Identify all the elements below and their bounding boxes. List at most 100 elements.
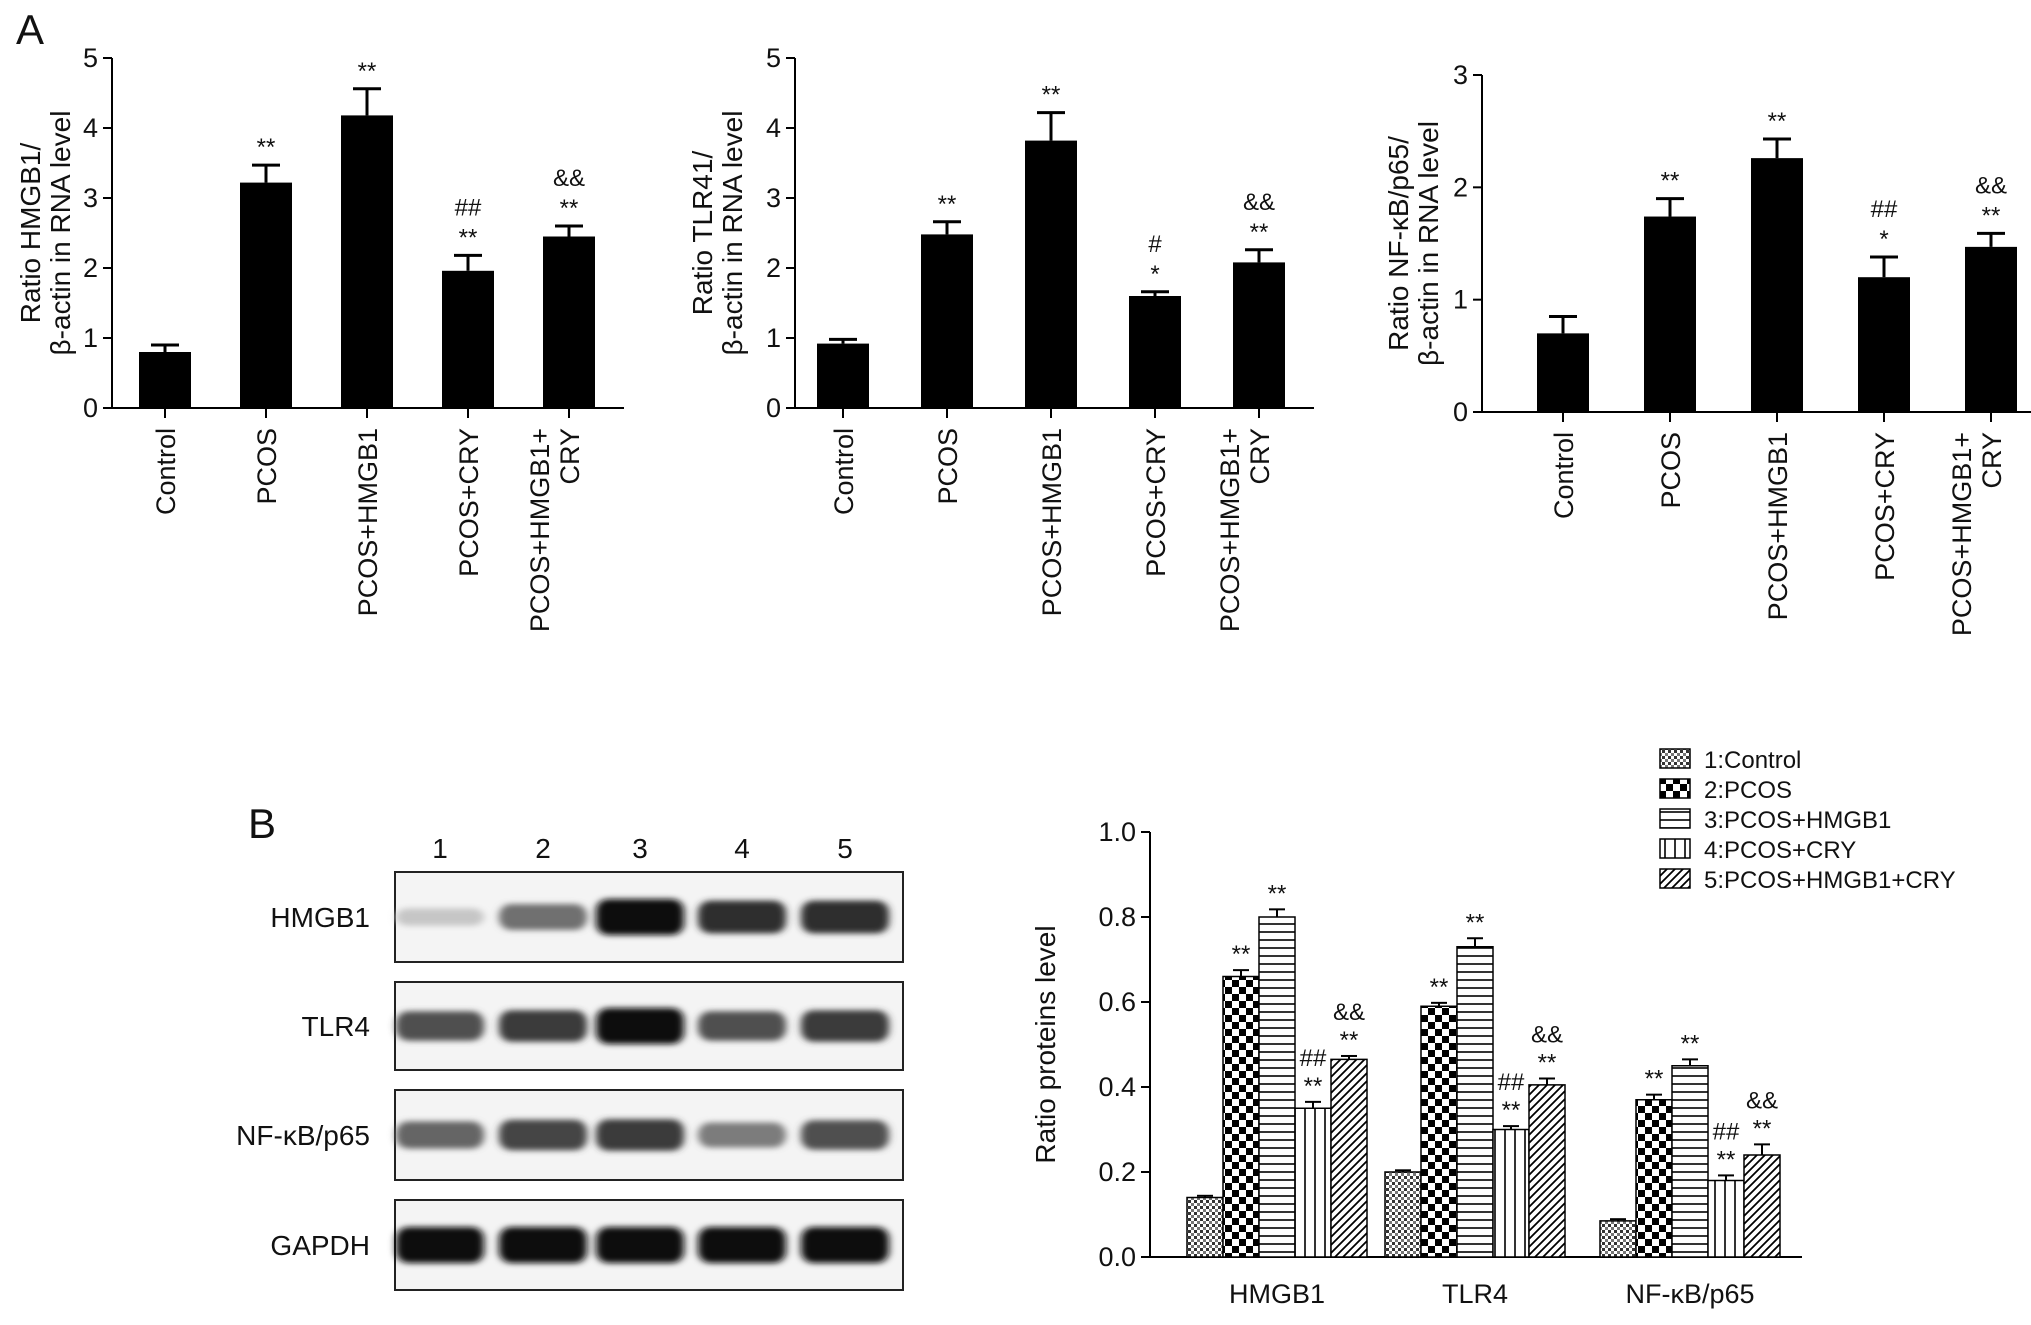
bar — [1025, 140, 1077, 408]
category-label: HMGB1 — [1229, 1279, 1325, 1309]
category-label: PCOS — [933, 428, 963, 505]
blot-band — [499, 1010, 587, 1042]
protein-level-chart: 0.0 0.2 0.4 0.6 0.8 1.0 Ratio proteins level **… — [1030, 747, 1956, 1309]
y-axis-label: Ratio NF-κB/p65/ — [1383, 136, 1414, 351]
bar — [543, 236, 595, 408]
significance-marker: ## — [1498, 1069, 1525, 1096]
blot-band — [596, 1227, 684, 1263]
blot-band — [596, 1119, 684, 1151]
category-label: Control — [151, 428, 181, 515]
category-label: CRY — [555, 428, 585, 485]
legend-label: 2:PCOS — [1704, 777, 1792, 804]
lane-label: 4 — [734, 833, 750, 864]
category-label: PCOS+HMGB1 — [1763, 432, 1793, 620]
category-label: PCOS+CRY — [1141, 428, 1171, 577]
protein-label: NF-κB/p65 — [236, 1120, 370, 1151]
nfkb-rna-chart: 0 1 2 3 Ratio NF-κB/p65/β-actin in RNA level… — [1383, 60, 2031, 636]
bar — [1330, 1058, 1368, 1258]
y-tick-label: 0.2 — [1098, 1157, 1136, 1187]
significance-marker: ** — [1268, 880, 1287, 907]
bar — [1186, 1196, 1224, 1258]
y-tick-label: 5 — [83, 43, 98, 73]
blot-band — [396, 1011, 484, 1041]
y-axis-label: β-actin in RNA level — [1413, 121, 1444, 366]
bar — [921, 234, 973, 408]
y-tick-label: 2 — [766, 253, 781, 283]
bar — [1644, 216, 1696, 412]
significance-marker: ** — [1250, 219, 1269, 246]
category-label: PCOS+HMGB1+ — [1215, 428, 1245, 632]
significance-marker: ** — [1340, 1027, 1359, 1054]
bar — [1707, 1179, 1745, 1258]
y-tick-label: 0.8 — [1098, 902, 1136, 932]
bar — [1129, 296, 1181, 408]
western-blot: 1 2 3 4 5 HMGB1 TLR4 NF-κB/p65 GAPDH — [236, 833, 904, 1291]
lane-label: 2 — [535, 833, 551, 864]
blot-band — [396, 1121, 484, 1149]
category-label: PCOS — [252, 428, 282, 505]
y-tick-label: 0.0 — [1098, 1242, 1136, 1272]
significance-marker: ** — [358, 58, 377, 85]
category-label: PCOS+CRY — [1870, 432, 1900, 581]
category-label: PCOS+HMGB1 — [353, 428, 383, 616]
y-axis-label: Ratio HMGB1/ — [15, 143, 46, 324]
bar — [1858, 277, 1910, 412]
blot-band — [698, 1122, 786, 1148]
significance-marker: ** — [1538, 1050, 1557, 1077]
bar — [1420, 1005, 1458, 1258]
legend-label: 1:Control — [1704, 747, 1801, 774]
category-label: TLR4 — [1442, 1279, 1508, 1309]
significance-marker: ** — [1768, 108, 1787, 135]
significance-marker: && — [1975, 172, 2007, 199]
category-label: CRY — [1977, 432, 2007, 489]
bar — [1743, 1154, 1781, 1258]
bar — [1233, 262, 1285, 408]
lane-label: 5 — [837, 833, 853, 864]
y-tick-label: 4 — [83, 113, 98, 143]
blot-band — [801, 1010, 889, 1042]
significance-marker: ** — [1982, 202, 2001, 229]
bar — [1528, 1084, 1566, 1258]
y-tick-label: 4 — [766, 113, 781, 143]
significance-marker: ## — [1300, 1045, 1327, 1072]
bar — [1599, 1220, 1637, 1258]
tlr4-rna-chart: 0 1 2 3 4 5 Ratio TLR41/β-actin in RNA level Co… — [687, 43, 1314, 632]
significance-marker: && — [1243, 189, 1275, 216]
significance-marker: ** — [1753, 1115, 1772, 1142]
bar — [1222, 975, 1260, 1258]
bar — [139, 352, 191, 408]
significance-marker: ** — [1042, 82, 1061, 109]
significance-marker: ** — [1430, 974, 1449, 1001]
bar — [1294, 1107, 1332, 1258]
y-tick-label: 3 — [83, 183, 98, 213]
y-axis-label: Ratio proteins level — [1030, 925, 1061, 1163]
bar — [1751, 158, 1803, 412]
bar — [1384, 1171, 1422, 1258]
bar — [442, 270, 494, 408]
significance-marker: * — [1150, 261, 1159, 288]
y-tick-label: 0.4 — [1098, 1072, 1136, 1102]
significance-marker: ## — [1713, 1118, 1740, 1145]
y-tick-label: 2 — [1453, 172, 1468, 202]
y-tick-label: 1 — [1453, 285, 1468, 315]
blot-band — [499, 1227, 587, 1263]
significance-marker: ** — [459, 224, 478, 251]
significance-marker: ** — [1645, 1066, 1664, 1093]
protein-label: GAPDH — [270, 1230, 370, 1261]
y-tick-label: 3 — [1453, 60, 1468, 90]
blot-band — [596, 1008, 684, 1044]
significance-marker: && — [553, 165, 585, 192]
legend-label: 3:PCOS+HMGB1 — [1704, 807, 1891, 834]
blot-band — [698, 1011, 786, 1041]
significance-marker: ## — [1871, 196, 1898, 223]
lane-label: 3 — [632, 833, 648, 864]
significance-marker: && — [1746, 1087, 1778, 1114]
bar — [1537, 333, 1589, 412]
significance-marker: ** — [1681, 1030, 1700, 1057]
y-axis-label: β-actin in RNA level — [717, 111, 748, 356]
significance-marker: && — [1531, 1022, 1563, 1049]
y-tick-label: 5 — [766, 43, 781, 73]
significance-marker: ** — [1717, 1146, 1736, 1173]
blot-band — [499, 1119, 587, 1151]
